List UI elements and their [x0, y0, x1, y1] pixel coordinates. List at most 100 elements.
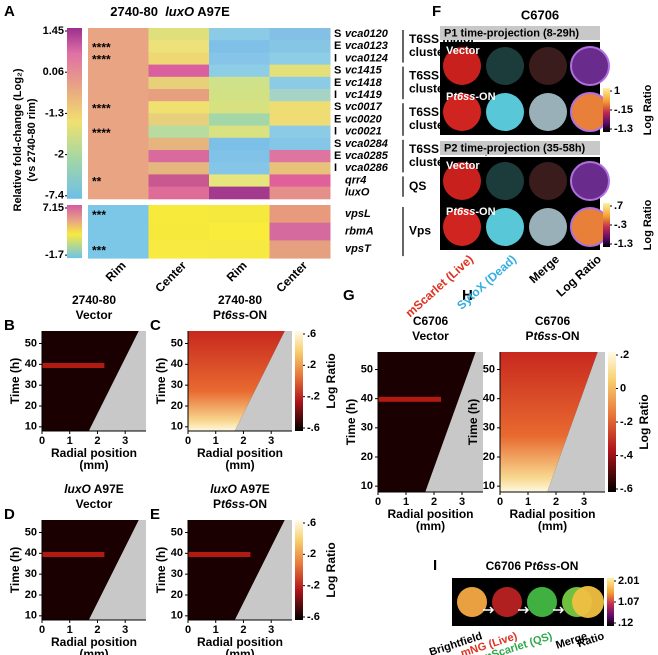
- kymograph-empty: [88, 331, 146, 431]
- panel-title-part: 2740-80: [218, 293, 262, 307]
- panel-title-part: 2740-80: [72, 293, 116, 307]
- panel-title-part: t6ss: [221, 308, 245, 322]
- heatmap-cell: [88, 40, 149, 53]
- y-tick-label: 50: [483, 363, 495, 375]
- x-tick-label: 3: [581, 496, 587, 508]
- x-axis-label: (mm): [79, 647, 108, 655]
- x-axis-label: Radial position: [509, 507, 595, 521]
- group-label: Vps: [409, 224, 431, 238]
- colorbar-tick-label: .7: [614, 200, 623, 212]
- panel-letter: G: [343, 287, 355, 304]
- x-axis-label: Radial position: [197, 635, 283, 649]
- panel-title-part: A97E: [237, 482, 270, 496]
- heatmap-cell: [209, 64, 270, 78]
- y-tick-label: 20: [25, 400, 37, 412]
- kymograph-signal: [188, 331, 285, 431]
- panel-title-part: A97E: [91, 482, 124, 496]
- colorbar-tick-label: -.3: [614, 219, 627, 231]
- kymograph-empty: [234, 331, 292, 431]
- colorbar-tick-label: .2: [307, 548, 316, 560]
- colorbar-tick-label: -.15: [614, 104, 633, 116]
- y-tick-label: 10: [171, 610, 183, 622]
- panel-title-part: -ON: [245, 497, 267, 511]
- panel-title-part: C6706: [535, 314, 571, 328]
- colony: [527, 587, 557, 617]
- heatmap-cell: [88, 162, 149, 175]
- gene-prefix: I: [334, 162, 337, 174]
- heatmap-cell: [269, 113, 331, 127]
- gene-name: vca0284: [345, 138, 388, 150]
- x-axis-label: (mm): [225, 647, 254, 655]
- heatmap-cell: [209, 125, 270, 139]
- panel-title-part: P: [213, 308, 221, 322]
- x-axis-label: Radial position: [51, 635, 137, 649]
- colorbar-tick-label: -1.3: [614, 238, 633, 250]
- heatmap-cell: [209, 240, 270, 259]
- panel-title: C6706: [535, 314, 571, 328]
- colorbar-tick-label: -1.3: [45, 107, 64, 119]
- row-label: Pt6ss-ON: [446, 206, 496, 218]
- y-tick-label: 10: [483, 480, 495, 492]
- heatmap-cell: [88, 64, 149, 78]
- gene-name: vpsT: [345, 243, 372, 255]
- colorbar-tick-label: 1: [614, 85, 620, 97]
- y-tick-label: 50: [171, 337, 183, 349]
- colorbar-label: Log Ratio: [642, 84, 654, 135]
- panel-title-part: C6706: [413, 314, 449, 328]
- kymograph-signal: [500, 352, 598, 492]
- y-tick-label: 20: [483, 451, 495, 463]
- y-tick-label: 40: [171, 547, 183, 559]
- y-tick-label: 20: [361, 451, 373, 463]
- colorbar-tick-label: .2: [307, 359, 316, 371]
- y-tick-label: 30: [483, 422, 495, 434]
- y-tick-label: 10: [25, 421, 37, 433]
- x-tick-label: 2: [553, 496, 559, 508]
- heatmap-cell: [209, 76, 270, 90]
- heatmap-cell: [148, 205, 210, 224]
- heatmap-cell: [88, 137, 149, 151]
- row-label: Vector: [446, 160, 480, 172]
- group-label: QS: [409, 179, 426, 193]
- colony: [486, 47, 524, 85]
- heatmap-cell: [269, 162, 331, 175]
- gene-name: vc0021: [345, 126, 382, 138]
- gene-name: qrr4: [345, 174, 366, 186]
- x-tick-label: 1: [67, 624, 73, 636]
- x-axis-label: Radial position: [197, 446, 283, 460]
- x-tick-label: 1: [67, 435, 73, 447]
- y-tick-label: 30: [361, 422, 373, 434]
- heatmap-cell: [148, 150, 210, 163]
- colorbar: [67, 205, 82, 259]
- colorbar: [67, 28, 82, 199]
- heatmap-cell: [269, 52, 331, 66]
- arrow: [518, 606, 530, 614]
- heatmap-cell: [269, 76, 331, 90]
- colorbar-tick-label: .6: [307, 517, 316, 529]
- column-label: Rim: [224, 258, 250, 284]
- colorbar-tick-label: -.2: [620, 416, 633, 428]
- arrow: [553, 606, 565, 614]
- heatmap-cell: [88, 28, 149, 41]
- panel-letter: C: [150, 317, 161, 334]
- kymograph-empty: [547, 352, 605, 492]
- panel-title: C6706 Pt6ss-ON: [486, 559, 579, 573]
- heatmap-cell: [88, 222, 149, 241]
- colony: [443, 93, 481, 131]
- heatmap-cell: [209, 174, 270, 188]
- column-label: Center: [152, 258, 189, 295]
- y-tick-label: 40: [25, 547, 37, 559]
- heatmap-cell: [148, 137, 210, 151]
- colorbar-tick-label: 1.07: [618, 596, 639, 608]
- heatmap-cell: [88, 205, 149, 224]
- x-tick-label: 3: [122, 435, 128, 447]
- gene-prefix: E: [334, 113, 341, 125]
- panel-letter: D: [4, 506, 15, 523]
- colony: [529, 162, 567, 200]
- gene-name: vc1415: [345, 65, 383, 77]
- heatmap-cell: [209, 150, 270, 163]
- gene-name: vca0286: [345, 162, 389, 174]
- heatmap-cell: [209, 205, 270, 224]
- colorbar-tick-label: -.2: [307, 391, 320, 403]
- gene-prefix: I: [334, 89, 337, 101]
- colorbar: [295, 520, 303, 620]
